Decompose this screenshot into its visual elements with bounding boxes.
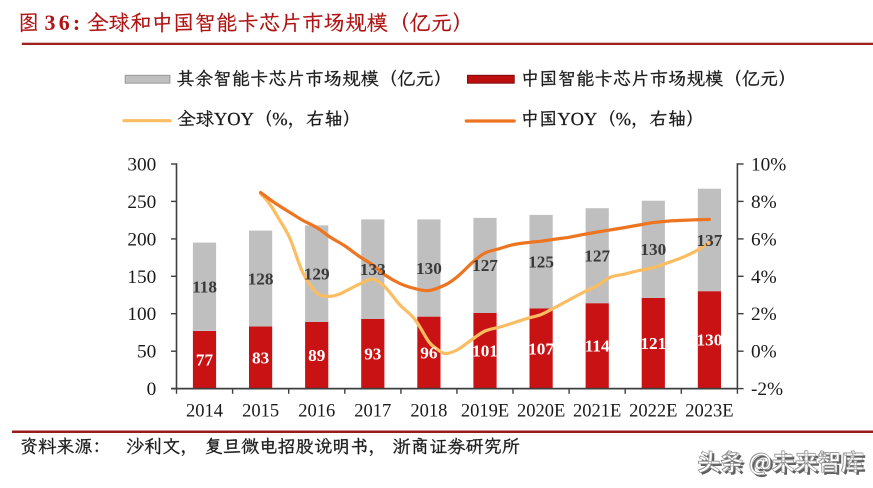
svg-text:2017: 2017: [354, 402, 391, 422]
svg-text:77: 77: [196, 351, 214, 370]
svg-text:36:: 36:: [45, 10, 84, 35]
svg-text:2014: 2014: [186, 402, 223, 422]
svg-text:125: 125: [528, 253, 554, 272]
svg-text:4%: 4%: [751, 267, 777, 288]
svg-text:2020E: 2020E: [517, 402, 565, 422]
svg-text:127: 127: [584, 247, 610, 266]
svg-text:130: 130: [416, 259, 442, 278]
svg-text:300: 300: [127, 154, 156, 175]
svg-text:0%: 0%: [751, 342, 777, 363]
svg-text:200: 200: [127, 229, 156, 250]
svg-text:150: 150: [127, 267, 156, 288]
svg-text:-2%: -2%: [751, 379, 783, 400]
svg-text:100: 100: [127, 304, 156, 325]
svg-text:107: 107: [528, 339, 554, 358]
svg-text:130: 130: [640, 240, 666, 259]
svg-text:118: 118: [192, 278, 217, 297]
svg-text:2021E: 2021E: [573, 402, 621, 422]
svg-text:250: 250: [127, 192, 156, 213]
svg-text:8%: 8%: [751, 192, 777, 213]
svg-text:50: 50: [137, 342, 156, 363]
svg-text:2022E: 2022E: [629, 402, 677, 422]
svg-text:130: 130: [697, 331, 723, 350]
svg-text:129: 129: [304, 265, 330, 284]
svg-text:93: 93: [364, 345, 381, 364]
svg-text:101: 101: [472, 342, 498, 361]
svg-text:121: 121: [640, 334, 666, 353]
svg-text:2016: 2016: [298, 402, 335, 422]
svg-text:2%: 2%: [751, 304, 777, 325]
svg-text:0: 0: [147, 379, 157, 400]
svg-text:137: 137: [697, 231, 723, 250]
svg-text:2018: 2018: [410, 402, 447, 422]
svg-text:10%: 10%: [751, 154, 786, 175]
svg-text:2019E: 2019E: [461, 402, 509, 422]
svg-text:89: 89: [308, 346, 325, 365]
svg-text:96: 96: [420, 344, 438, 363]
svg-text:114: 114: [585, 337, 610, 356]
svg-text:133: 133: [360, 260, 386, 279]
svg-text:6%: 6%: [751, 229, 777, 250]
svg-text:128: 128: [248, 269, 274, 288]
svg-text:83: 83: [252, 348, 269, 367]
svg-text:127: 127: [472, 256, 498, 275]
svg-text:2023E: 2023E: [685, 402, 733, 422]
svg-text:2015: 2015: [242, 402, 279, 422]
